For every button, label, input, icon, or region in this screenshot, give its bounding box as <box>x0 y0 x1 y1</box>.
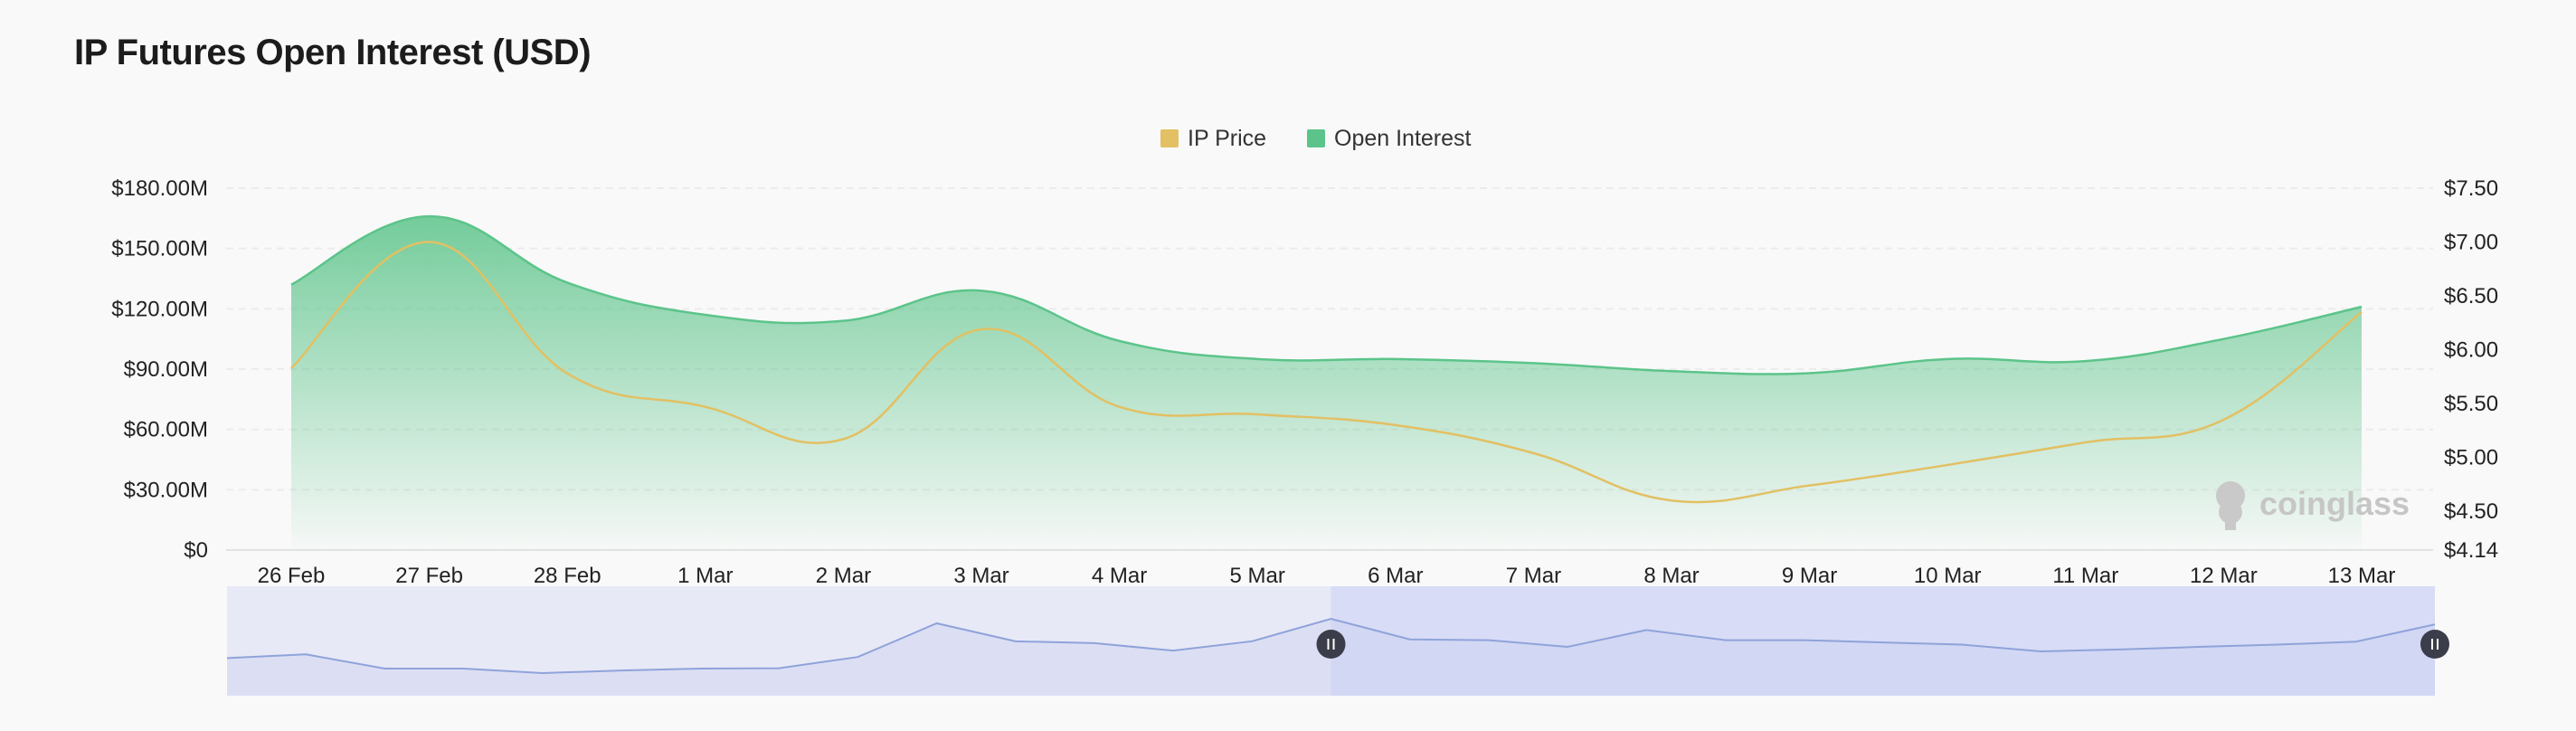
x-tick-label: 13 Mar <box>2328 564 2396 588</box>
x-tick-label: 5 Mar <box>1230 564 1285 588</box>
y-right-tick-label: $5.50 <box>2444 392 2498 416</box>
x-tick-label: 7 Mar <box>1506 564 1561 588</box>
legend-label: Open Interest <box>1334 126 1472 151</box>
y-left-tick-label: $0 <box>184 538 208 563</box>
legend: IP Price Open Interest <box>1160 126 1472 151</box>
navigator-right-handle[interactable] <box>2420 630 2449 659</box>
x-tick-label: 4 Mar <box>1092 564 1147 588</box>
x-tick-label: 3 Mar <box>953 564 1009 588</box>
y-right-tick-label: $7.00 <box>2444 231 2498 255</box>
legend-swatch <box>1307 129 1325 147</box>
y-left-tick-label: $90.00M <box>124 357 208 382</box>
y-left-tick-label: $60.00M <box>124 418 208 442</box>
watermark: coinglass <box>2216 481 2410 530</box>
y-right-tick-label: $7.50 <box>2444 176 2498 201</box>
y-right-tick-label: $6.00 <box>2444 338 2498 363</box>
x-tick-label: 27 Feb <box>395 564 463 588</box>
x-tick-label: 11 Mar <box>2052 564 2118 588</box>
y-left-tick-label: $30.00M <box>124 478 208 502</box>
x-tick-label: 8 Mar <box>1643 564 1699 588</box>
series-area-open-interest <box>291 216 2362 550</box>
legend-item-open-interest[interactable]: Open Interest <box>1307 126 1472 151</box>
x-tick-label: 12 Mar <box>2190 564 2258 588</box>
y-left-tick-label: $150.00M <box>111 237 208 261</box>
drag-handle-icon[interactable] <box>1316 630 1346 659</box>
x-tick-label: 28 Feb <box>534 564 601 588</box>
legend-swatch <box>1160 129 1179 147</box>
y-right-tick-label: $4.50 <box>2444 499 2498 524</box>
x-tick-label: 26 Feb <box>258 564 326 588</box>
chart-title: IP Futures Open Interest (USD) <box>74 33 592 72</box>
y-right-tick-label: $5.00 <box>2444 446 2498 470</box>
series-line-open-interest <box>290 214 2363 375</box>
legend-label: IP Price <box>1188 126 1266 151</box>
coinglass-logo-icon <box>2216 481 2245 530</box>
axes: $0 $30.00M $60.00M $90.00M $120.00M $150.00M $… <box>111 176 2498 588</box>
y-right-tick-label: $6.50 <box>2444 284 2498 309</box>
navigator-left-handle[interactable] <box>1316 630 1346 659</box>
drag-handle-icon[interactable] <box>2420 630 2449 659</box>
navigator-selection[interactable] <box>1331 586 2436 696</box>
watermark-text: coinglass <box>2259 485 2410 522</box>
y-right-tick-label: $4.14 <box>2444 538 2498 563</box>
plot-area <box>290 214 2363 550</box>
x-tick-label: 9 Mar <box>1782 564 1837 588</box>
y-left-tick-label: $180.00M <box>111 176 208 201</box>
navigator-line <box>226 617 2436 675</box>
legend-item-ip-price[interactable]: IP Price <box>1160 126 1266 151</box>
navigator[interactable] <box>226 586 2449 696</box>
x-tick-label: 2 Mar <box>816 564 871 588</box>
x-tick-label: 10 Mar <box>1914 564 1982 588</box>
x-tick-label: 1 Mar <box>677 564 733 588</box>
x-tick-label: 6 Mar <box>1368 564 1423 588</box>
y-left-tick-label: $120.00M <box>111 297 208 321</box>
series-line-ip-price <box>290 241 2363 504</box>
